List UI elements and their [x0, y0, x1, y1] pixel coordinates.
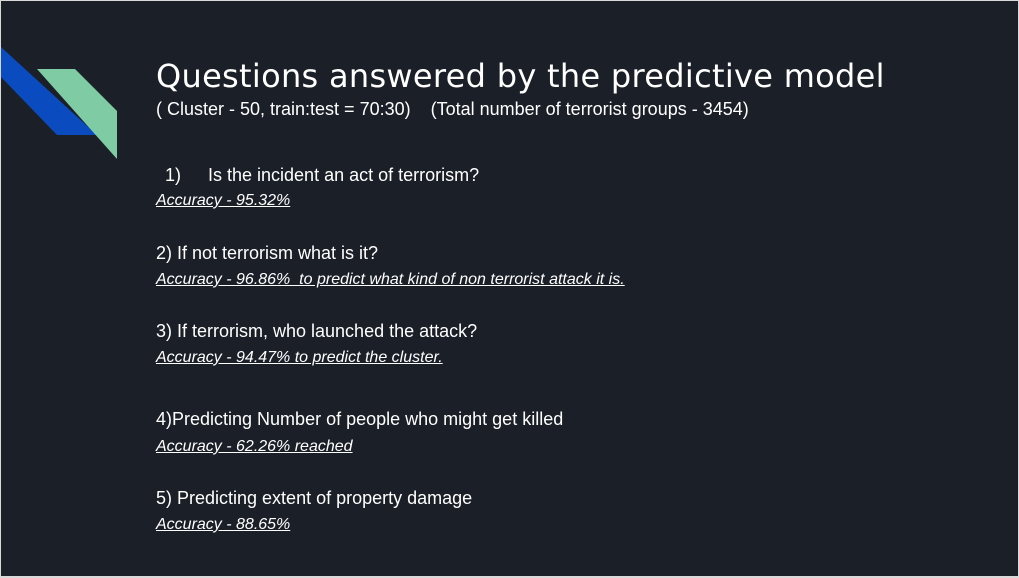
question-5-accuracy: Accuracy - 88.65% — [156, 516, 291, 533]
slide-title: Questions answered by the predictive mod… — [156, 57, 885, 95]
green-ribbon-shape — [37, 69, 117, 159]
question-4-text: 4)Predicting Number of people who might … — [156, 409, 564, 429]
question-4-accuracy: Accuracy - 62.26% reached — [156, 438, 353, 455]
corner-decoration — [1, 47, 117, 159]
question-3-text: 3) If terrorism, who launched the attack… — [156, 321, 478, 341]
blue-ribbon-shape — [1, 47, 97, 135]
question-3-accuracy: Accuracy - 94.47% to predict the cluster… — [156, 349, 443, 366]
question-1-number: 1) — [165, 165, 182, 185]
slide-subtitle: ( Cluster - 50, train:test = 70:30) (Tot… — [156, 99, 749, 119]
question-5-text: 5) Predicting extent of property damage — [156, 488, 473, 508]
question-1-accuracy: Accuracy - 95.32% — [156, 192, 291, 209]
question-1-text: Is the incident an act of terrorism? — [208, 165, 480, 185]
question-2-text: 2) If not terrorism what is it? — [156, 243, 379, 263]
question-2-accuracy: Accuracy - 96.86% to predict what kind o… — [156, 271, 625, 288]
